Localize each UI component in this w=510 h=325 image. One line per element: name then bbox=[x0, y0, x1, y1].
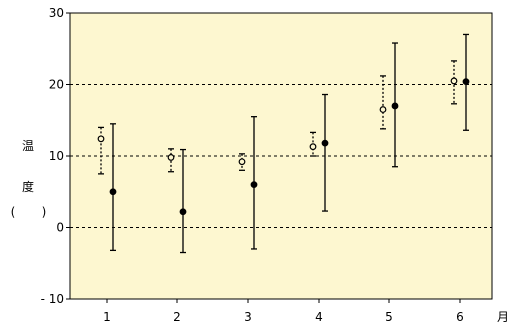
x-tick-label: 4 bbox=[315, 310, 323, 324]
y-axis-label-line2: 度 bbox=[22, 179, 34, 194]
marker-layer bbox=[97, 77, 470, 216]
y-axis-label-line1: 温 bbox=[22, 139, 34, 153]
x-tick-layer: 1 2 3 4 5 6 bbox=[103, 299, 464, 324]
open-point bbox=[167, 154, 175, 161]
y-tick-label: 20 bbox=[49, 78, 64, 92]
grid-layer bbox=[70, 84, 492, 228]
x-axis-label: 月 bbox=[497, 310, 509, 324]
x-tick-label: 2 bbox=[173, 310, 181, 324]
filled-point bbox=[250, 181, 258, 189]
open-point bbox=[450, 77, 458, 85]
y-tick-label: 0 bbox=[56, 221, 64, 235]
y-axis-label-paren-left: ( bbox=[11, 205, 16, 219]
y-tick-label: 30 bbox=[49, 6, 64, 20]
open-point bbox=[379, 106, 387, 113]
filled-point bbox=[321, 139, 329, 147]
error-bar-layer bbox=[98, 33, 469, 254]
y-axis-label-paren-right: ) bbox=[42, 205, 47, 219]
x-tick-label: 1 bbox=[103, 310, 111, 324]
filled-point bbox=[109, 188, 117, 196]
y-tick-label: - 10 bbox=[41, 292, 64, 306]
y-tick-label: 10 bbox=[49, 149, 64, 163]
x-tick-label: 5 bbox=[385, 310, 393, 324]
x-tick-label: 6 bbox=[456, 310, 464, 324]
y-tick-layer: 30 20 10 0 - 10 bbox=[41, 6, 70, 306]
open-point bbox=[97, 135, 105, 143]
x-tick-label: 3 bbox=[244, 310, 252, 324]
filled-point bbox=[179, 208, 187, 216]
open-point bbox=[309, 143, 317, 151]
filled-point bbox=[391, 102, 399, 110]
open-point bbox=[238, 158, 246, 166]
filled-point bbox=[462, 78, 470, 86]
